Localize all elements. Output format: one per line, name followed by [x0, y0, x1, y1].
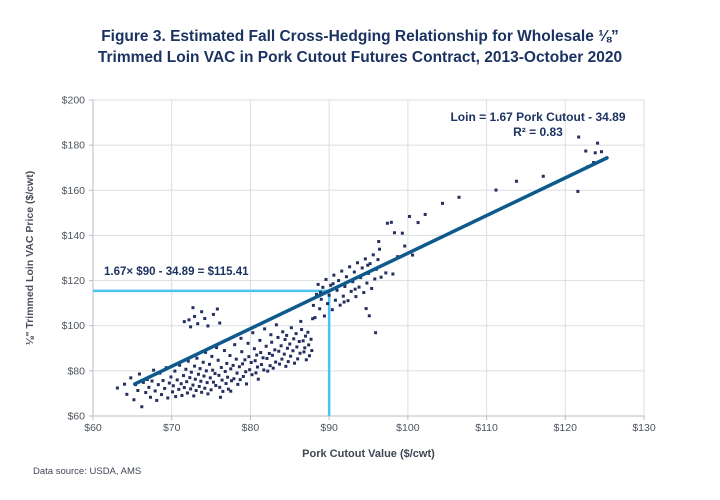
svg-text:$80: $80 [67, 365, 85, 377]
svg-text:$80: $80 [242, 422, 260, 434]
svg-text:$60: $60 [84, 422, 102, 434]
svg-text:$70: $70 [163, 422, 181, 434]
svg-text:$200: $200 [62, 95, 86, 107]
hedge-calculation-label: 1.67× $90 - 34.89 = $115.41 [104, 266, 249, 278]
figure-title: Figure 3. Estimated Fall Cross-Hedging R… [0, 26, 720, 68]
regression-equation: Loin = 1.67 Pork Cutout - 34.89 R² = 0.8… [408, 110, 668, 140]
svg-text:$120: $120 [62, 275, 86, 287]
data-source-note: Data source: USDA, AMS [33, 466, 142, 477]
figure-title-line2: Trimmed Loin VAC in Pork Cutout Futures … [97, 49, 623, 66]
svg-text:$90: $90 [320, 422, 338, 434]
svg-text:$130: $130 [632, 422, 656, 434]
svg-text:$100: $100 [62, 320, 86, 332]
svg-text:$100: $100 [396, 422, 420, 434]
trend-line [132, 156, 609, 386]
r-squared-label: R² = 0.83 [513, 125, 563, 139]
x-axis-title: Pork Cutout Value ($/cwt) [302, 448, 435, 460]
figure-title-line1: Figure 3. Estimated Fall Cross-Hedging R… [101, 28, 619, 45]
axes [89, 99, 645, 420]
svg-text:$110: $110 [475, 422, 498, 434]
y-axis-title: ⅛" Trimmed Loin VAC Price ($/cwt) [24, 170, 36, 346]
svg-text:$60: $60 [67, 411, 85, 423]
svg-text:$140: $140 [62, 230, 86, 242]
tick-labels: $60 $70 $80 $90 $100 $110 $120 $130 $60 $80 $100 $1… [62, 95, 656, 435]
regression-equation-line: Loin = 1.67 Pork Cutout - 34.89 [450, 110, 626, 124]
svg-text:$120: $120 [554, 422, 578, 434]
svg-text:$160: $160 [62, 185, 86, 197]
svg-text:$180: $180 [62, 140, 86, 152]
gridlines [93, 99, 645, 416]
